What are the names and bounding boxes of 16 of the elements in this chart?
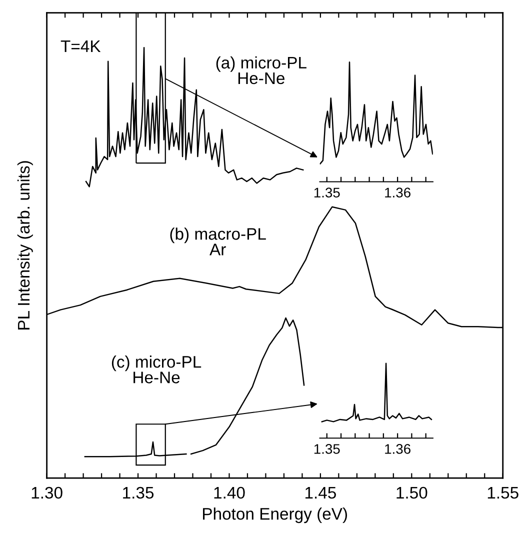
x-axis-title: Photon Energy (eV) [203,508,347,524]
x-tick-label: 1.36 [385,188,410,198]
x-tick-label: 1.40 [214,486,245,499]
text: (c) micro-PL He-Ne [112,356,202,384]
x-tick-label: 1.35 [314,188,340,198]
series-label: (b) macro-PL Ar [170,228,266,256]
x-tick-label: 1.35 [314,444,340,454]
series-label: (a) micro-PL He-Ne [216,56,306,84]
x-tick-label: 1.30 [32,486,62,499]
annotation: T=4K [60,40,101,52]
x-tick-label: 1.36 [385,444,410,454]
x-tick-label: 1.55 [488,487,518,499]
x-tick-label: 1.45 [305,487,336,499]
y-axis-title: PL Intensity (arb. units) [17,161,33,330]
x-tick-label: 1.50 [396,486,428,499]
x-tick-label: 1.35 [123,486,154,499]
